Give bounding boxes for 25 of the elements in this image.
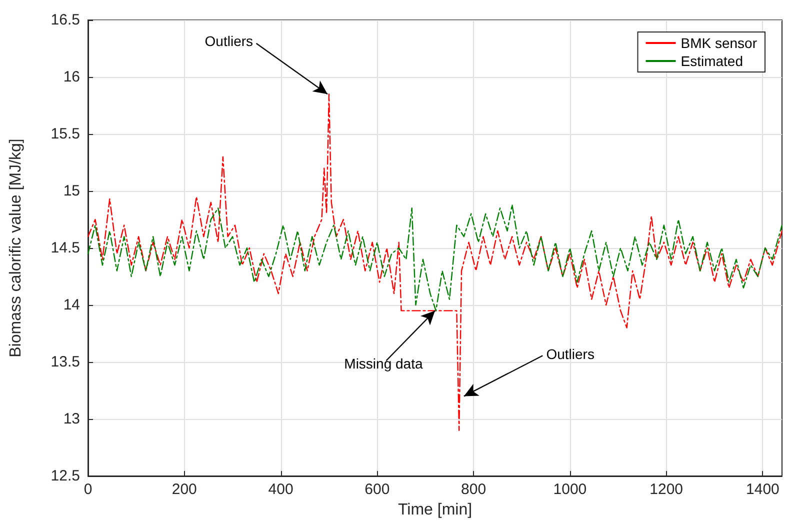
x-tick-label: 0 [84, 481, 92, 498]
y-tick-label: 14.5 [50, 240, 80, 256]
y-tick-label: 14 [63, 296, 80, 314]
x-axis-title: Time [min] [398, 501, 472, 518]
annotation: Outliers [204, 33, 254, 50]
annotation: Missing data [344, 355, 423, 372]
x-tick-label: 200 [172, 481, 197, 498]
x-tick-label: 1000 [553, 481, 587, 498]
annotation: Outliers [546, 346, 594, 362]
y-tick-label: 13.5 [50, 354, 80, 370]
x-tick-label: 1200 [650, 481, 684, 498]
y-axis-title: Biomass calorific value [MJ/kg] [8, 138, 24, 358]
y-tick-label: 15 [63, 182, 80, 200]
y-tick-label: 16 [63, 68, 80, 86]
line-series [87, 94, 783, 431]
x-tick-label: 600 [364, 481, 390, 498]
legend-label: Estimated [680, 53, 743, 69]
y-tick-label: 16.5 [50, 12, 80, 28]
y-tick-label: 12.5 [50, 468, 80, 484]
x-tick-label: 400 [268, 481, 294, 498]
y-tick-label: 15.5 [50, 126, 80, 142]
legend-label: BMK sensor [680, 35, 758, 51]
x-tick-label: 800 [461, 481, 486, 498]
y-tick-label: 13 [63, 410, 80, 428]
x-tick-label: 1400 [746, 481, 780, 498]
